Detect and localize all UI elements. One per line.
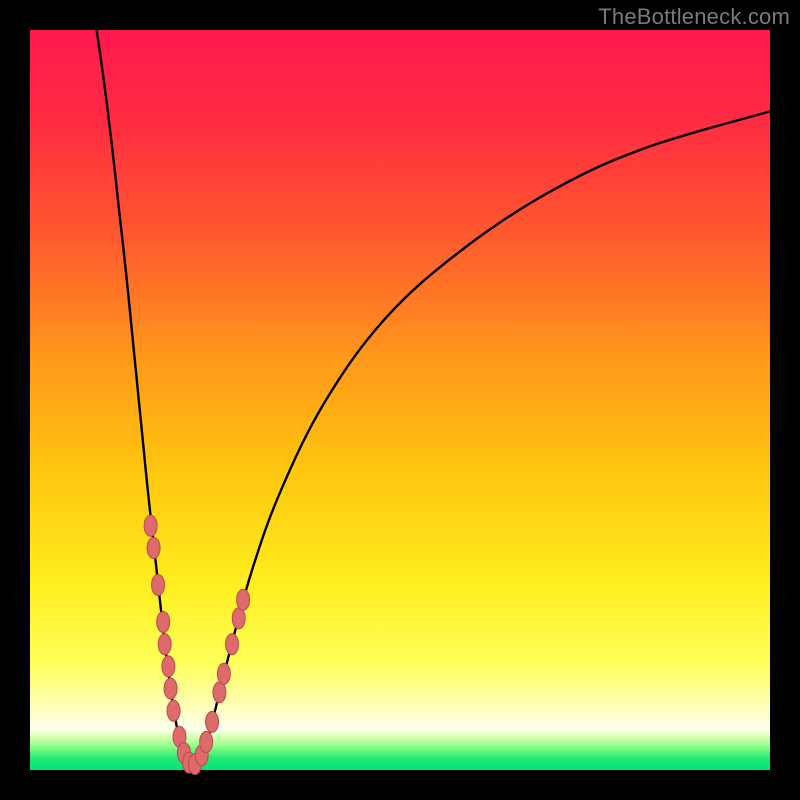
- plot-background: [30, 30, 770, 770]
- data-marker: [158, 634, 171, 655]
- data-marker: [206, 711, 219, 732]
- data-marker: [226, 634, 239, 655]
- bottleneck-chart: [0, 0, 800, 800]
- data-marker: [162, 656, 175, 677]
- data-marker: [152, 575, 165, 596]
- watermark-text: TheBottleneck.com: [598, 4, 790, 30]
- data-marker: [217, 663, 230, 684]
- chart-container: TheBottleneck.com: [0, 0, 800, 800]
- data-marker: [232, 608, 245, 629]
- data-marker: [200, 731, 213, 752]
- data-marker: [213, 682, 226, 703]
- data-marker: [147, 538, 160, 559]
- data-marker: [144, 515, 157, 536]
- data-marker: [167, 700, 180, 721]
- data-marker: [157, 612, 170, 633]
- data-marker: [237, 589, 250, 610]
- data-marker: [164, 678, 177, 699]
